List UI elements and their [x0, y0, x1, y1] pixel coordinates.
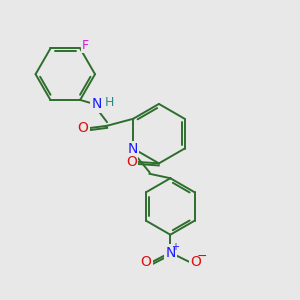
Text: O: O	[78, 121, 88, 135]
Text: O: O	[140, 255, 152, 269]
Text: F: F	[82, 39, 89, 52]
Text: −: −	[197, 250, 207, 263]
Text: O: O	[126, 155, 137, 169]
Text: N: N	[128, 142, 138, 156]
Text: H: H	[104, 95, 114, 109]
Text: N: N	[165, 245, 175, 260]
Text: +: +	[171, 242, 179, 252]
Text: O: O	[190, 255, 201, 269]
Text: N: N	[91, 98, 102, 111]
